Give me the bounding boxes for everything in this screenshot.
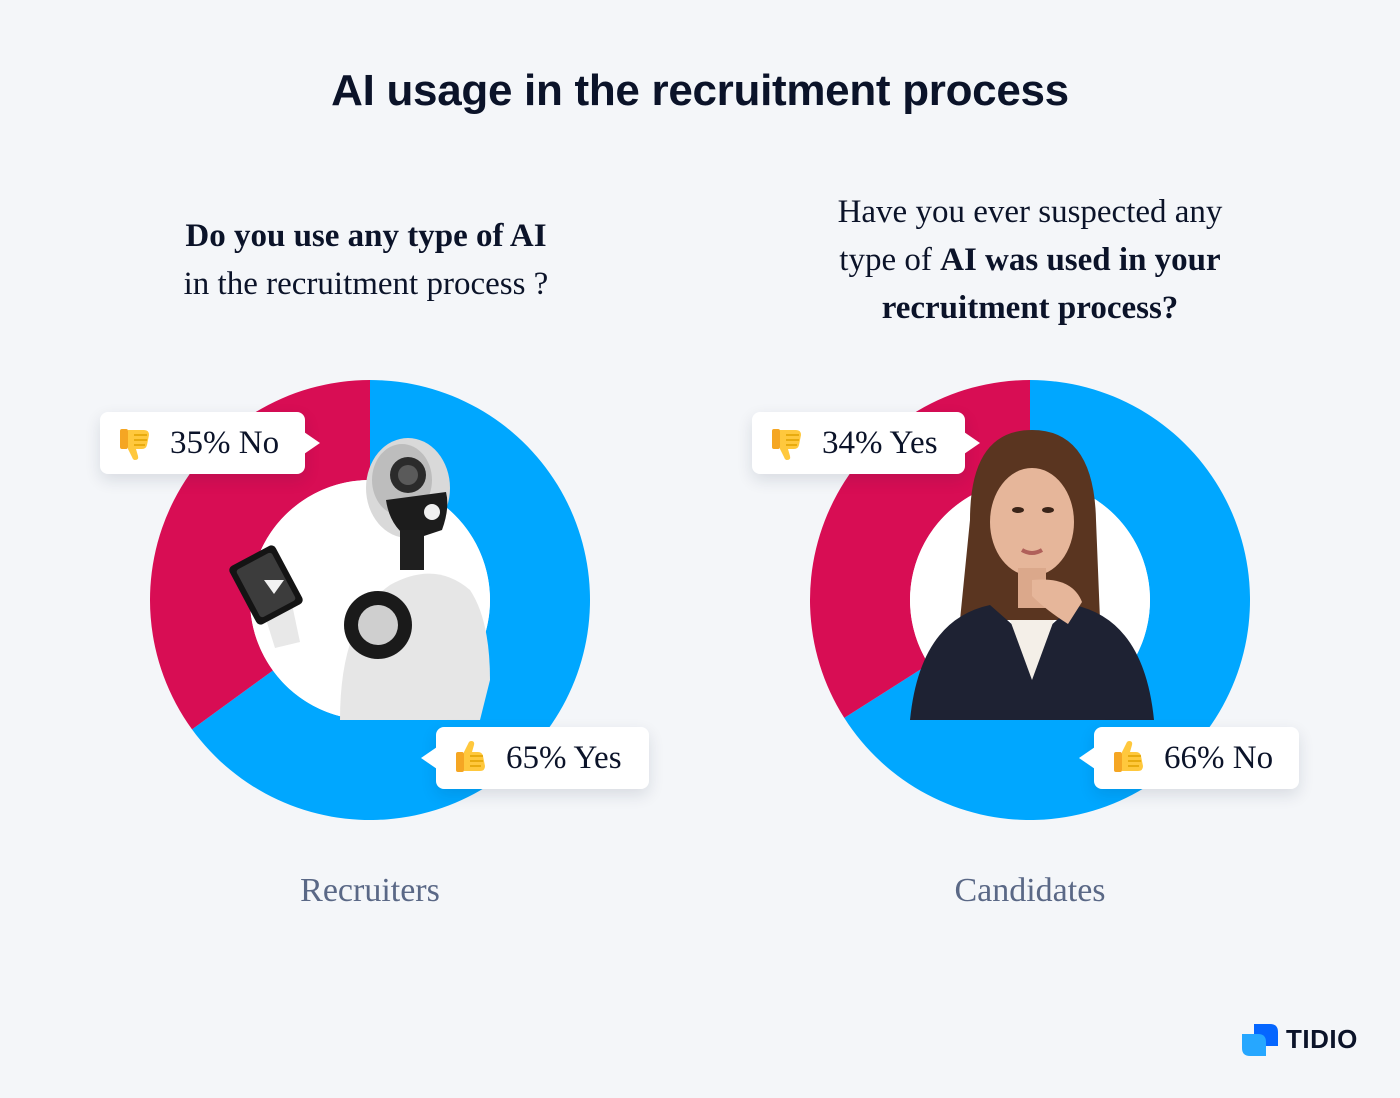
candidates-question-line-3: recruitment process?: [881, 290, 1179, 326]
recruiters-yes-bubble: 65% Yes: [421, 727, 649, 789]
recruiters-question: Do you use any type of AI in the recruit…: [86, 212, 646, 308]
candidates-question-line-2-bold: AI was used in your: [940, 242, 1221, 278]
thumbs-up-icon: [1108, 738, 1148, 778]
candidates-yes-label: 34% Yes: [822, 424, 938, 461]
candidates-yes-bubble: 34% Yes: [752, 412, 980, 474]
recruiters-slice-yes: [192, 380, 590, 820]
candidates-no-label: 66% No: [1164, 739, 1274, 776]
recruiters-yes-label: 65% Yes: [506, 739, 622, 776]
candidates-caption: Candidates: [954, 872, 1106, 909]
tidio-logo: TIDIO: [1240, 1020, 1358, 1058]
thinking-woman-image: [910, 430, 1154, 720]
tidio-logo-text: TIDIO: [1286, 1023, 1358, 1054]
recruiters-caption: Recruiters: [300, 872, 440, 909]
candidates-question-line-2-plain: type of: [839, 242, 941, 278]
recruiters-no-bubble: 35% No: [100, 412, 320, 474]
chart-title: AI usage in the recruitment process: [331, 66, 1069, 115]
candidates-no-bubble: 66% No: [1079, 727, 1299, 789]
recruiters-question-line-2: in the recruitment process ?: [183, 266, 549, 302]
thumbs-down-icon: [766, 423, 806, 463]
robot-with-tablet-image: [229, 438, 490, 720]
tidio-logo-icon: [1240, 1020, 1280, 1058]
thumbs-down-icon: [114, 423, 154, 463]
thumbs-up-icon: [450, 738, 490, 778]
recruiters-question-line-1: Do you use any type of AI: [185, 218, 547, 254]
candidates-question: Have you ever suspected any type of AI w…: [750, 188, 1310, 332]
recruiters-no-label: 35% No: [170, 424, 280, 461]
candidates-question-line-1: Have you ever suspected any: [837, 194, 1223, 230]
